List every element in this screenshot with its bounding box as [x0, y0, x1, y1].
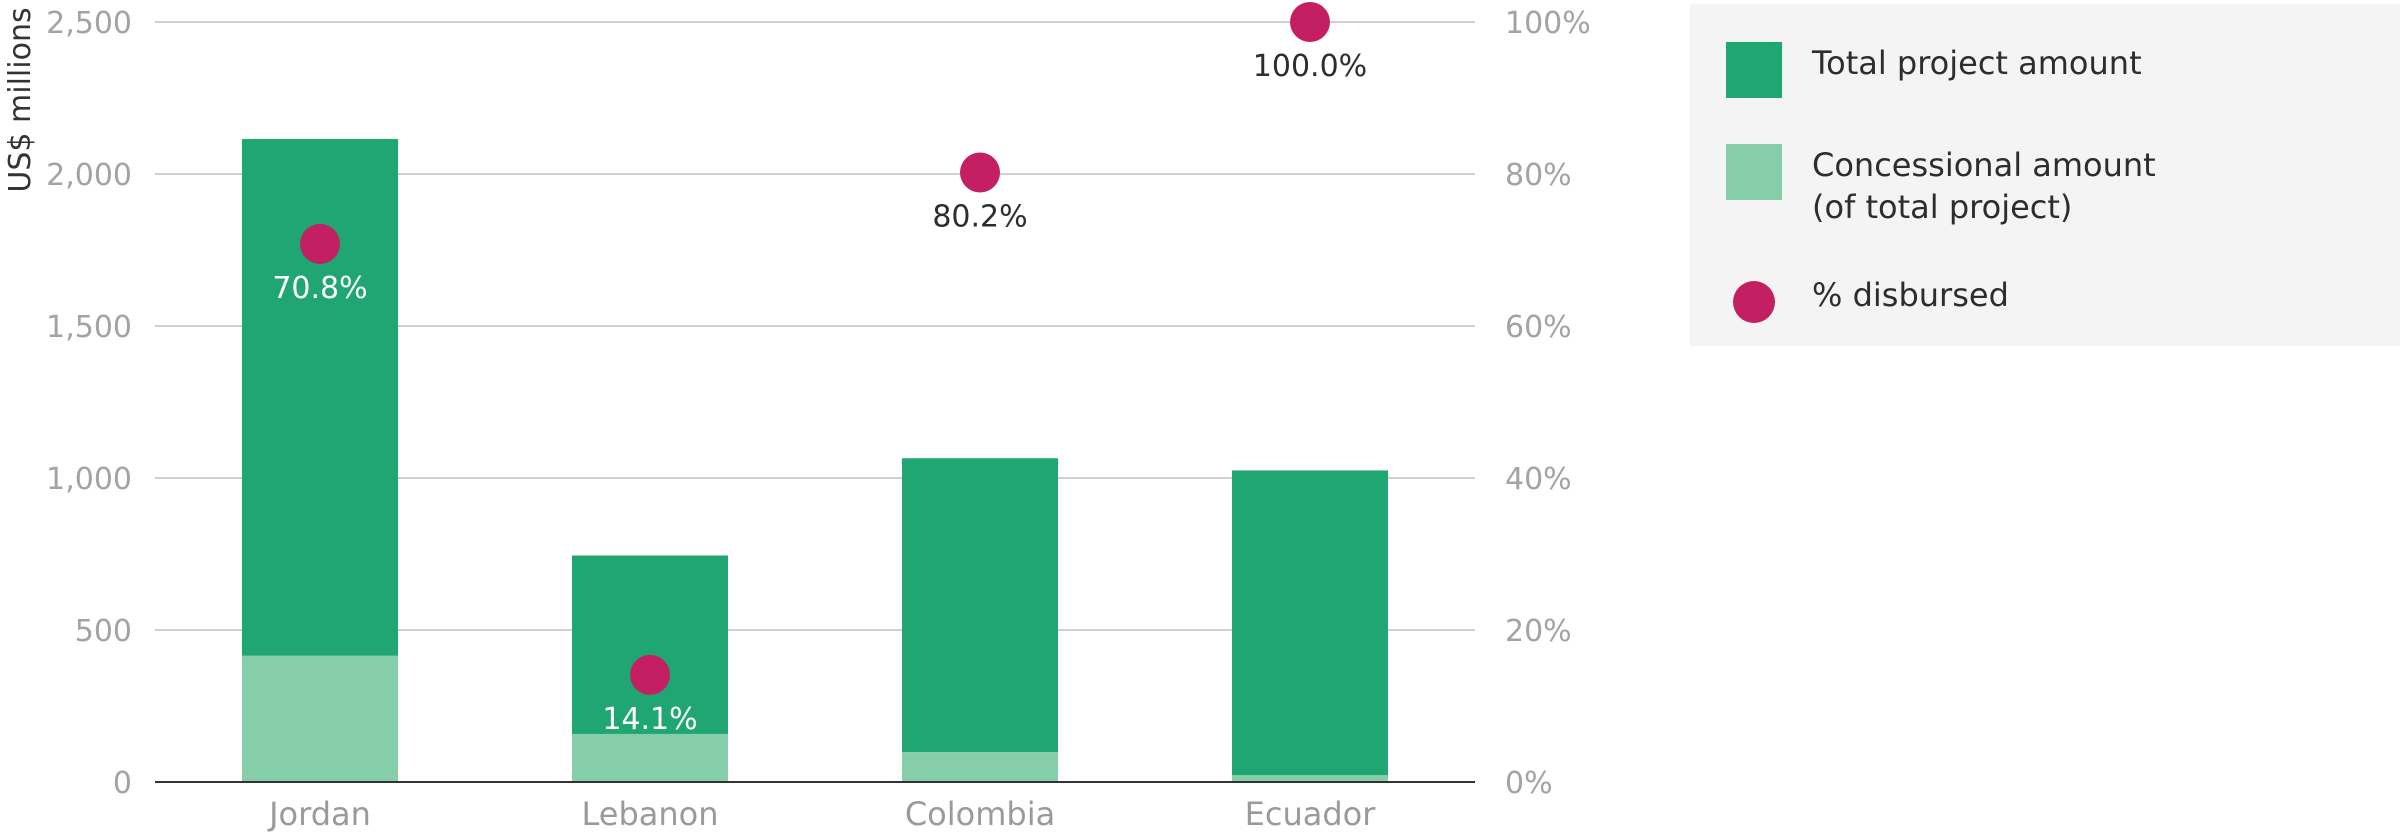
legend-item-concessional: Concessional amount (of total project)	[1726, 144, 2156, 228]
bars	[242, 139, 1388, 782]
x-category-label: Lebanon	[581, 795, 718, 832]
bar-total-project-amount	[1232, 470, 1388, 776]
y-axis-left-ticks: 0 500 1,000 1,500 2,000 2,500	[46, 6, 132, 801]
disbursed-point	[300, 223, 340, 264]
disbursed-data-label: 80.2%	[932, 199, 1027, 234]
legend-label-disbursed: % disbursed	[1812, 276, 2009, 314]
disbursed-data-label: 100.0%	[1253, 49, 1367, 84]
legend-dot-disbursed	[1733, 281, 1775, 323]
disbursed-point	[1290, 2, 1330, 42]
y-tick-label: 1,000	[46, 462, 132, 497]
y2-tick-label: 80%	[1505, 158, 1572, 193]
x-category-label: Colombia	[905, 795, 1055, 832]
chart: 0 500 1,000 1,500 2,000 2,500 0% 20% 40% 60% 80% 1…	[3, 2, 1591, 832]
legend-label-concessional: Concessional amount (of total project)	[1812, 146, 2156, 226]
x-category-label: Ecuador	[1245, 795, 1377, 832]
y2-tick-label: 100%	[1505, 6, 1591, 41]
y-tick-label: 0	[113, 766, 132, 801]
legend-label-total: Total project amount	[1812, 44, 2142, 82]
legend-item-total: Total project amount	[1726, 42, 2142, 98]
y2-tick-label: 40%	[1505, 462, 1572, 497]
bar-concessional-amount	[1232, 775, 1388, 782]
bar-total-project-amount	[242, 139, 398, 656]
bar-concessional-amount	[242, 655, 398, 782]
disbursed-points: 70.8% 14.1% 80.2% 100.0%	[272, 2, 1367, 737]
disbursed-point	[630, 654, 670, 695]
disbursed-data-label: 70.8%	[272, 271, 367, 306]
y2-tick-label: 20%	[1505, 614, 1572, 649]
y-axis-title: US$ millions	[3, 7, 38, 192]
x-axis-category-labels: Jordan Lebanon Colombia Ecuador	[267, 795, 1376, 832]
legend-item-disbursed: % disbursed	[1726, 274, 2009, 330]
legend-swatch-total	[1726, 42, 1782, 98]
disbursed-data-label: 14.1%	[602, 702, 697, 737]
legend: Total project amount Concessional amount…	[1690, 4, 2400, 346]
disbursed-point	[960, 152, 1000, 193]
y-tick-label: 2,000	[46, 158, 132, 193]
y-tick-label: 500	[75, 614, 132, 649]
y-axis-right-ticks: 0% 20% 40% 60% 80% 100%	[1505, 6, 1591, 801]
bar-total-project-amount	[572, 555, 728, 734]
y2-tick-label: 0%	[1505, 766, 1553, 801]
y-tick-label: 2,500	[46, 6, 132, 41]
legend-swatch-concessional	[1726, 144, 1782, 200]
bar-total-project-amount	[902, 458, 1058, 753]
y-tick-label: 1,500	[46, 310, 132, 345]
y2-tick-label: 60%	[1505, 310, 1572, 345]
bar-concessional-amount	[902, 752, 1058, 782]
x-category-label: Jordan	[267, 795, 371, 832]
bar-concessional-amount	[572, 733, 728, 782]
